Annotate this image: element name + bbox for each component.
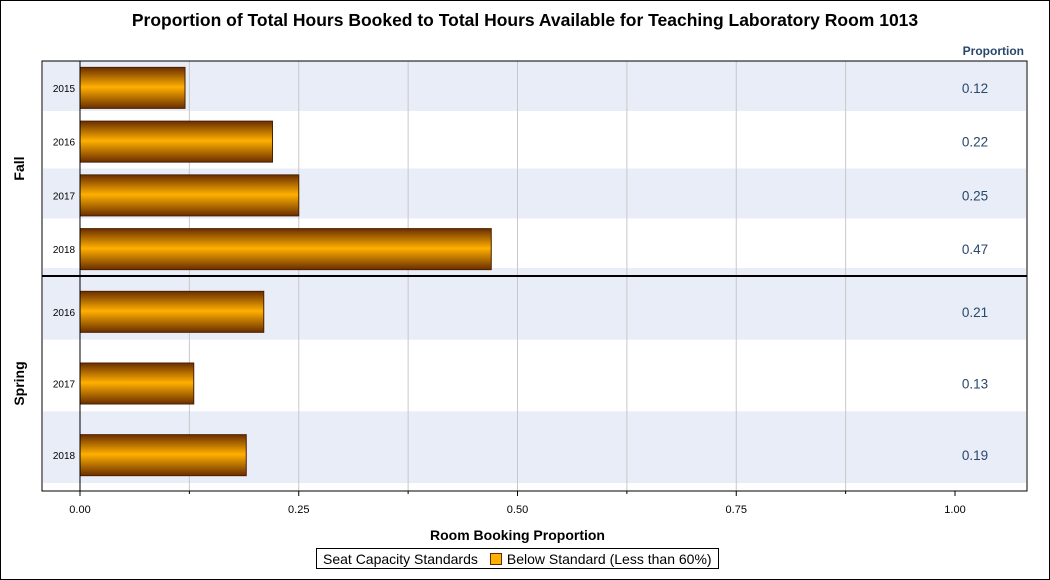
category-label-fall-2018: 2018 — [53, 245, 76, 256]
category-label-spring-2017: 2017 — [53, 380, 76, 391]
category-label-spring-2016: 2016 — [53, 308, 76, 319]
x-tick-label: 1.00 — [944, 504, 965, 516]
value-label-spring-2017: 0.13 — [962, 377, 988, 392]
x-tick-label: 0.50 — [507, 504, 528, 516]
panel-label-spring: Spring — [11, 361, 27, 405]
x-tick-label: 0.00 — [69, 504, 90, 516]
value-column-header: Proportion — [963, 44, 1024, 58]
x-tick-label: 0.25 — [288, 504, 309, 516]
value-label-spring-2016: 0.21 — [962, 305, 988, 320]
legend: Seat Capacity Standards Below Standard (… — [316, 548, 719, 569]
bar-spring-2017 — [79, 362, 195, 405]
bar-fall-2017 — [79, 174, 300, 217]
category-label-spring-2018: 2018 — [53, 451, 76, 462]
bar-spring-2018 — [79, 434, 247, 477]
category-label-fall-2015: 2015 — [53, 84, 76, 95]
x-axis-label: Room Booking Proportion — [430, 527, 605, 543]
value-label-fall-2017: 0.25 — [962, 188, 988, 203]
legend-entry-below-standard: Below Standard (Less than 60%) — [506, 550, 712, 567]
panel-label-fall: Fall — [11, 156, 27, 180]
bar-fall-2016 — [79, 120, 273, 163]
row-band — [43, 61, 1026, 111]
value-label-spring-2018: 0.19 — [962, 448, 988, 463]
legend-title: Seat Capacity Standards — [323, 550, 478, 567]
bar-fall-2015 — [79, 66, 186, 109]
category-label-fall-2017: 2017 — [53, 191, 76, 202]
value-label-fall-2016: 0.22 — [962, 135, 988, 150]
bar-fall-2018 — [79, 228, 492, 271]
legend-swatch — [489, 552, 502, 565]
category-label-fall-2016: 2016 — [53, 138, 76, 149]
value-label-fall-2018: 0.47 — [962, 242, 988, 257]
value-label-fall-2015: 0.12 — [962, 81, 988, 96]
x-tick-label: 0.75 — [726, 504, 747, 516]
bar-spring-2016 — [79, 290, 265, 333]
chart-title: Proportion of Total Hours Booked to Tota… — [131, 10, 919, 30]
